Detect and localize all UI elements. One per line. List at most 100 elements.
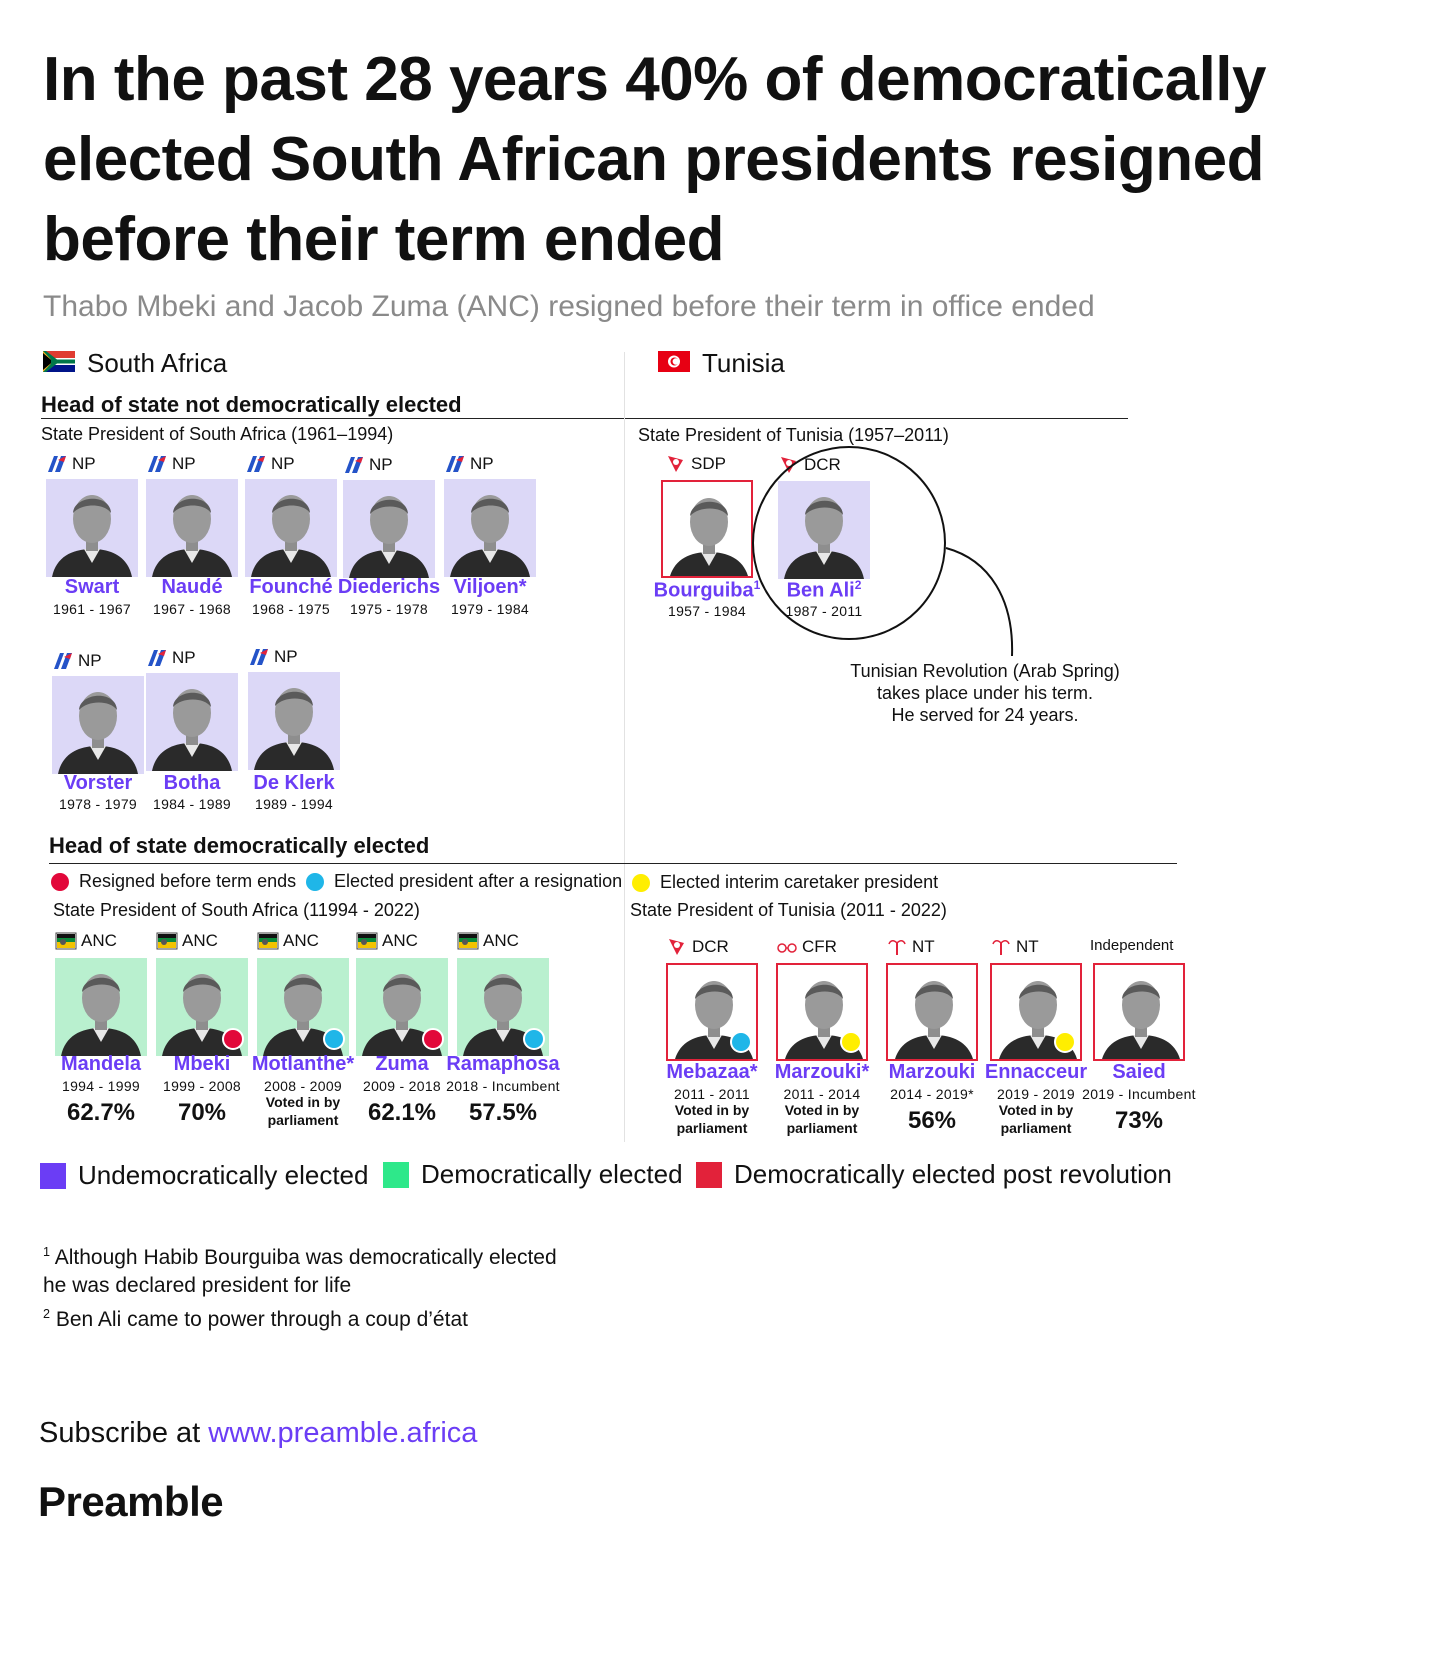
red-swatch	[696, 1161, 722, 1188]
president-name: Ramaphosa	[433, 1053, 573, 1076]
tunisia-flag-icon	[658, 348, 690, 379]
party-badge: SDP	[665, 454, 726, 474]
vote-share: 57.5%	[468, 1099, 538, 1126]
party-label: Independent	[1090, 937, 1174, 954]
blue-dot-icon	[306, 872, 324, 891]
president-name: Viljoen*	[420, 576, 560, 599]
annotation-line: He served for 24 years.	[891, 705, 1079, 725]
president-name: Swart	[22, 576, 162, 599]
president-name: Vorster	[28, 772, 168, 795]
president-name: Ennacceur	[966, 1061, 1106, 1084]
party-badge: NP	[146, 648, 196, 668]
president-name: Botha	[122, 772, 262, 795]
portrait-photo	[146, 673, 238, 771]
president-name-text: Marzouki*	[774, 1061, 870, 1083]
key-resigned: Resigned before term ends	[51, 871, 296, 892]
term-years: 2019 - Incumbent	[1082, 1086, 1196, 1102]
portrait-photo	[886, 963, 978, 1061]
president-name-text: Marzouki	[888, 1061, 976, 1083]
sdp-logo-icon	[668, 456, 683, 472]
party-label: SDP	[691, 454, 726, 473]
section-undemocratic-heading: Head of state not democratically elected	[41, 392, 462, 417]
president-name-text: Mebazaa*	[666, 1061, 758, 1083]
footnote-2: 2 Ben Ali came to power through a coup d…	[43, 1307, 468, 1331]
legend-democratic: Democratically elected	[383, 1159, 683, 1190]
party-badge: DCR	[666, 937, 729, 957]
term-years: 1999 - 2008	[162, 1078, 242, 1094]
term-years: 2011 - 2011	[674, 1086, 750, 1102]
portrait-photo	[666, 963, 758, 1061]
annotation-connector	[945, 547, 1014, 657]
party-badge: ANC	[257, 931, 319, 951]
election-method: Voted in by parliament	[674, 1102, 750, 1136]
cfr-logo-icon	[777, 943, 797, 953]
annotation-line: takes place under his term.	[876, 683, 1094, 703]
party-badge: NP	[248, 647, 298, 667]
president-name: Diederichs	[319, 576, 459, 599]
president-name: Zuma	[332, 1053, 472, 1076]
party-label: NT	[912, 937, 935, 956]
party-label: NP	[274, 647, 298, 666]
party-badge: ANC	[55, 931, 117, 951]
election-method: Voted in by parliament	[998, 1102, 1074, 1136]
party-badge: NT	[886, 937, 935, 957]
party-badge: NP	[245, 454, 295, 474]
party-label: NP	[369, 455, 393, 474]
party-label: DCR	[692, 937, 729, 956]
president-name-text: Founché	[249, 576, 333, 598]
party-label: NP	[271, 454, 295, 473]
party-label: ANC	[81, 931, 117, 950]
highlight-circle	[752, 446, 946, 640]
portrait-photo	[146, 479, 238, 577]
vote-share: 56%	[907, 1107, 957, 1134]
portrait-photo	[444, 479, 536, 577]
sa-new-subheading: State President of South Africa (11994 -…	[53, 900, 420, 920]
term-years: 2008 - 2009	[263, 1078, 343, 1094]
footnotes: 1 Although Habib Bourguiba was democrati…	[43, 1238, 557, 1334]
np-logo-icon	[54, 653, 72, 669]
term-years: 1968 - 1975	[251, 601, 331, 617]
term-years: 1994 - 1999	[61, 1078, 141, 1094]
term-years: 2014 - 2019*	[890, 1086, 974, 1102]
legend-label: Democratically elected	[421, 1159, 683, 1189]
after_resignation-dot-icon	[523, 1028, 545, 1050]
subscribe-line: Subscribe at www.preamble.africa	[39, 1417, 477, 1450]
key-after-resignation: Elected president after a resignation	[306, 871, 622, 892]
key-label: Elected president after a resignation	[334, 871, 623, 891]
footnote-1-line-1: Although Habib Bourguiba was democratica…	[54, 1246, 557, 1269]
president-name-text: Zuma	[375, 1053, 429, 1075]
portrait-photo	[661, 480, 753, 578]
president-name-text: Viljoen*	[453, 576, 527, 598]
party-badge: NP	[46, 454, 96, 474]
key-interim: Elected interim caretaker president	[632, 872, 938, 893]
party-label: NP	[78, 651, 102, 670]
portrait-photo	[1093, 963, 1185, 1061]
legend-post-revolution: Democratically elected post revolution	[696, 1159, 1172, 1190]
term-years: 2009 - 2018	[362, 1078, 442, 1094]
term-years: 2019 - 2019	[996, 1086, 1076, 1102]
president-name: De Klerk	[224, 772, 364, 795]
yellow-dot-icon	[632, 873, 650, 892]
country-tunisia: Tunisia	[658, 348, 785, 379]
country-divider	[624, 352, 625, 1142]
portrait-photo	[156, 958, 248, 1056]
president-name: Mandela	[31, 1053, 171, 1076]
annotation-line: Tunisian Revolution (Arab Spring)	[850, 661, 1120, 681]
term-years: 1957 - 1984	[667, 603, 747, 619]
president-name: Bourguiba1	[637, 578, 777, 603]
party-label: NP	[470, 454, 494, 473]
tunisia-label: Tunisia	[702, 348, 785, 378]
party-badge: NT	[990, 937, 1039, 957]
portrait-photo	[990, 963, 1082, 1061]
president-name-text: Vorster	[63, 772, 133, 794]
anc-logo-icon	[55, 932, 77, 950]
election-method: Voted in by parliament	[265, 1094, 341, 1128]
president-name-text: Ramaphosa	[446, 1053, 560, 1075]
term-years: 1979 - 1984	[450, 601, 530, 617]
term-years: 2018 - Incumbent	[446, 1078, 560, 1094]
nt-logo-icon	[992, 940, 1010, 955]
vote-share: 62.1%	[367, 1099, 437, 1126]
president-name: Marzouki*	[752, 1061, 892, 1084]
president-name-text: Mbeki	[173, 1053, 231, 1075]
subscribe-link[interactable]: www.preamble.africa	[208, 1417, 478, 1449]
